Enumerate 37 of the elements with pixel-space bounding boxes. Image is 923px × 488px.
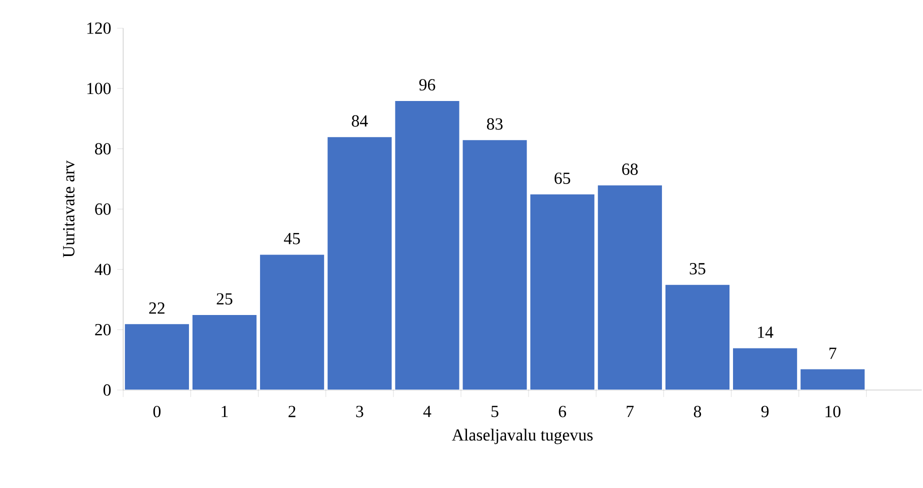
y-tick-label: 100 bbox=[87, 82, 111, 94]
data-label: 68 bbox=[622, 163, 638, 175]
x-tick-label: 7 bbox=[626, 406, 634, 417]
x-tick-label: 9 bbox=[761, 406, 769, 418]
x-tick-label: 4 bbox=[423, 406, 432, 417]
x-tick-label: 5 bbox=[492, 406, 498, 418]
data-label: 14 bbox=[758, 326, 774, 338]
x-axis-title: Alaseljavalu tugevus bbox=[452, 428, 593, 444]
x-tick-label: 6 bbox=[558, 406, 566, 418]
y-tick-label: 120 bbox=[87, 22, 111, 34]
y-tick-label: 60 bbox=[95, 203, 111, 215]
data-label: 84 bbox=[352, 115, 368, 127]
x-tick-label: 10 bbox=[826, 406, 840, 418]
x-tick-label: 2 bbox=[288, 406, 296, 417]
bar bbox=[800, 368, 866, 390]
data-label: 83 bbox=[486, 118, 503, 130]
bar bbox=[394, 100, 460, 390]
x-tick-label: 8 bbox=[694, 406, 702, 418]
y-tick-label: 40 bbox=[94, 264, 111, 276]
y-tick-label: 20 bbox=[95, 324, 111, 336]
bar bbox=[462, 139, 528, 390]
x-tick-label: 1 bbox=[222, 406, 228, 417]
x-tick-label: 3 bbox=[356, 406, 364, 418]
bar bbox=[326, 136, 392, 390]
data-label: 7 bbox=[829, 348, 836, 359]
bar bbox=[597, 184, 663, 390]
data-label: 35 bbox=[690, 262, 706, 274]
data-label: 65 bbox=[554, 172, 570, 184]
bar bbox=[530, 194, 596, 390]
y-axis-title: Uuritavate arv bbox=[63, 160, 74, 258]
data-label: 45 bbox=[284, 232, 300, 244]
data-label: 96 bbox=[419, 79, 436, 90]
y-tick-label: 0 bbox=[103, 384, 111, 396]
data-label: 25 bbox=[216, 293, 232, 305]
y-tick-label: 80 bbox=[95, 142, 111, 154]
data-label: 22 bbox=[149, 302, 164, 314]
x-tick-label: 0 bbox=[153, 406, 161, 418]
